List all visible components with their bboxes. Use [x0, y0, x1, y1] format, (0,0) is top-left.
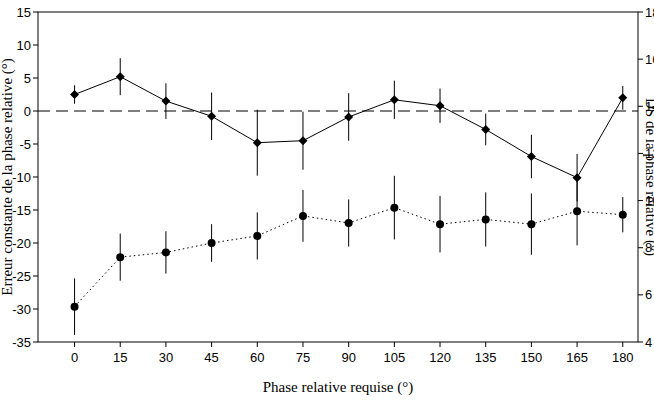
x-tick — [120, 342, 121, 347]
series-line — [75, 208, 623, 307]
y-tick-label: 10 — [17, 38, 31, 53]
x-tick — [211, 342, 212, 347]
x-tick-label: 45 — [204, 350, 218, 365]
x-tick-label: 0 — [71, 350, 78, 365]
point — [345, 219, 353, 227]
series-line — [75, 77, 623, 178]
x-tick — [165, 342, 166, 347]
y-tick — [33, 78, 38, 79]
point — [527, 220, 535, 228]
x-tick — [394, 342, 395, 347]
y-tick — [33, 144, 38, 145]
y2-tick — [638, 342, 643, 343]
point — [618, 93, 627, 102]
y2-tick — [638, 247, 643, 248]
x-tick-label: 135 — [475, 350, 497, 365]
x-tick-label: 60 — [250, 350, 264, 365]
x-tick — [577, 342, 578, 347]
point — [71, 303, 79, 311]
y2-tick-label: 4 — [645, 335, 652, 350]
y-tick-label: -15 — [12, 203, 31, 218]
point — [436, 220, 444, 228]
point — [162, 248, 170, 256]
y-tick-label: 5 — [24, 71, 31, 86]
point — [482, 215, 490, 223]
x-tick — [74, 342, 75, 347]
y-tick-label: 0 — [24, 104, 31, 119]
point — [70, 90, 79, 99]
y-tick-label: -5 — [19, 137, 31, 152]
x-tick-label: 90 — [341, 350, 355, 365]
x-tick-label: 15 — [113, 350, 127, 365]
x-tick — [485, 342, 486, 347]
x-axis-label: Phase relative requise (°) — [263, 379, 414, 396]
y-axis-label: Erreur constante de la phase relative (°… — [0, 58, 16, 296]
x-tick-label: 150 — [521, 350, 543, 365]
x-tick — [531, 342, 532, 347]
y2-tick-label: 18 — [645, 5, 654, 20]
y-tick-label: -25 — [12, 269, 31, 284]
x-tick-label: 180 — [612, 350, 634, 365]
point — [436, 101, 445, 110]
point — [390, 95, 399, 104]
x-tick — [440, 342, 441, 347]
y-tick — [33, 276, 38, 277]
y-tick — [33, 342, 38, 343]
point — [527, 152, 536, 161]
point — [619, 211, 627, 219]
x-tick-label: 30 — [159, 350, 173, 365]
y2-tick-label: 6 — [645, 287, 652, 302]
y2-axis-label: DS de la phase relative (°) — [642, 98, 654, 256]
point — [208, 239, 216, 247]
x-tick-label: 165 — [566, 350, 588, 365]
point — [253, 138, 262, 147]
y-tick-label: -30 — [12, 302, 31, 317]
y-tick — [33, 210, 38, 211]
y-tick — [33, 309, 38, 310]
y2-tick — [638, 294, 643, 295]
reference-line — [38, 111, 638, 112]
y-tick-label: -10 — [12, 170, 31, 185]
point — [161, 97, 170, 106]
y-tick-label: -20 — [12, 236, 31, 251]
x-tick — [302, 342, 303, 347]
x-tick — [622, 342, 623, 347]
y-tick — [33, 111, 38, 112]
point — [481, 125, 490, 134]
point — [390, 204, 398, 212]
x-tick — [348, 342, 349, 347]
y2-tick — [638, 106, 643, 107]
plot-area — [70, 58, 627, 335]
x-tick-label: 105 — [383, 350, 405, 365]
y2-tick — [638, 59, 643, 60]
y2-tick — [638, 153, 643, 154]
point — [299, 212, 307, 220]
y2-tick — [638, 12, 643, 13]
y-tick — [33, 45, 38, 46]
point — [253, 232, 261, 240]
y2-tick-label: 16 — [645, 52, 654, 67]
x-tick-label: 75 — [296, 350, 310, 365]
y-tick-label: 15 — [17, 5, 31, 20]
chart: 0153045607590105120135150165180-35-30-25… — [0, 0, 654, 406]
plot-frame — [38, 12, 638, 342]
point — [207, 112, 216, 121]
point — [116, 72, 125, 81]
point — [116, 253, 124, 261]
y-tick — [33, 177, 38, 178]
point — [344, 112, 353, 121]
point — [573, 207, 581, 215]
y-tick — [33, 243, 38, 244]
point — [298, 136, 307, 145]
x-tick-label: 120 — [429, 350, 451, 365]
y-tick — [33, 12, 38, 13]
y2-tick — [638, 200, 643, 201]
x-tick — [257, 342, 258, 347]
y-tick-label: -35 — [12, 335, 31, 350]
